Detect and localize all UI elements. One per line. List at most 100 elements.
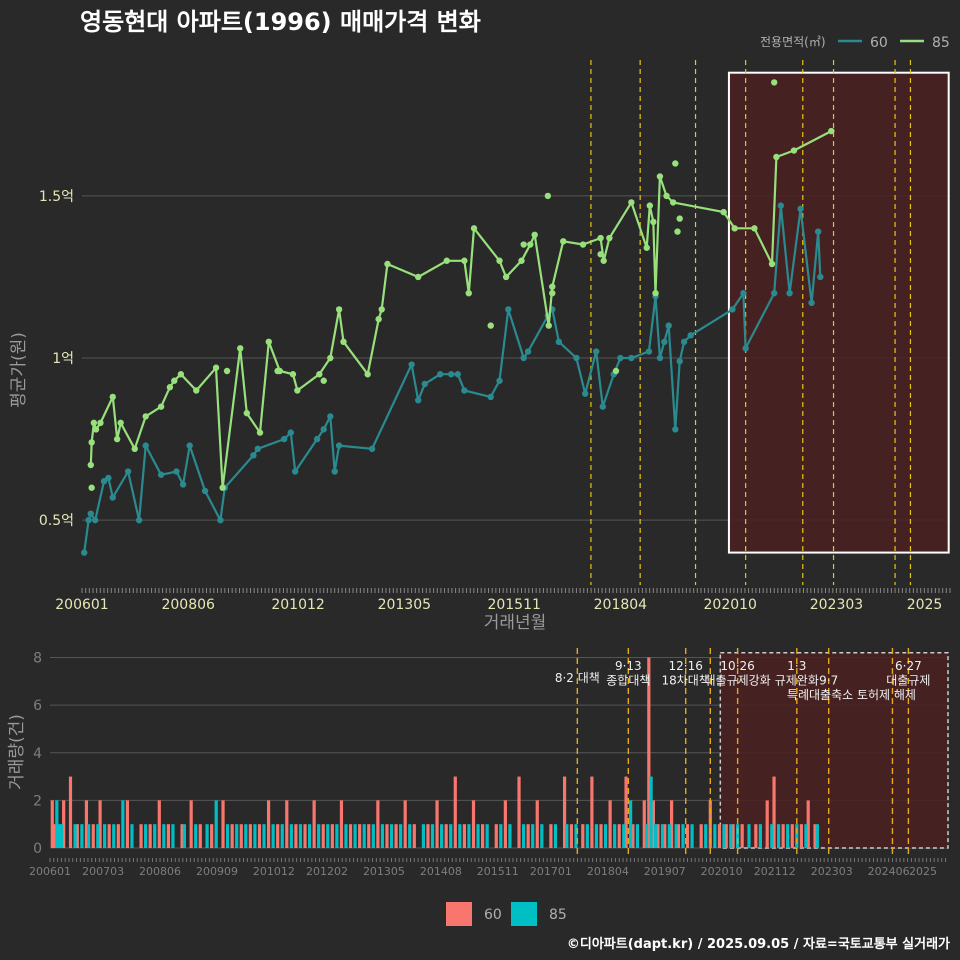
policy-annotation: 10·26 bbox=[720, 659, 754, 673]
price-point-60 bbox=[447, 371, 455, 378]
price-point-85 bbox=[646, 202, 654, 209]
volume-bar-60 bbox=[426, 824, 430, 848]
volume-bar-85 bbox=[244, 824, 248, 848]
price-point-85 bbox=[579, 241, 587, 248]
volume-bar-85 bbox=[553, 824, 558, 848]
volume-bar-60 bbox=[276, 824, 280, 848]
price-point-85 bbox=[597, 234, 604, 242]
volume-bar-60 bbox=[412, 824, 416, 848]
volume-bar-60 bbox=[139, 824, 143, 848]
price-point-85 bbox=[545, 322, 552, 329]
price-point-85 bbox=[384, 260, 391, 268]
policy-annotation: 대출규제 bbox=[886, 673, 930, 687]
volume-bar-85 bbox=[335, 824, 339, 848]
volume-bar-85 bbox=[594, 824, 599, 848]
volume-bar-60 bbox=[239, 824, 243, 848]
price-point-85 bbox=[87, 461, 94, 469]
price-x-tick-label: 201305 bbox=[378, 597, 431, 613]
volume-bar-60 bbox=[685, 824, 690, 848]
volume-bar-85 bbox=[467, 824, 471, 848]
volume-bar-85 bbox=[205, 824, 209, 848]
volume-bar-85 bbox=[112, 824, 116, 848]
policy-annotation: 6·27 bbox=[895, 659, 922, 673]
price-point-85 bbox=[643, 244, 650, 251]
price-point-60 bbox=[555, 338, 563, 346]
volume-legend: 60 85 bbox=[446, 902, 567, 926]
volume-highlight-region bbox=[719, 652, 949, 849]
price-point-60 bbox=[408, 361, 415, 368]
price-highlight-region bbox=[727, 71, 950, 554]
volume-bar-60 bbox=[494, 824, 498, 848]
volume-bar-60 bbox=[312, 800, 316, 848]
price-point-85 bbox=[676, 215, 683, 222]
volume-bar-85 bbox=[289, 824, 293, 848]
volume-bar-60 bbox=[210, 824, 214, 848]
volume-bar-60 bbox=[765, 800, 769, 848]
volume-bar-60 bbox=[562, 776, 567, 848]
volume-bar-85 bbox=[408, 824, 412, 848]
price-point-85 bbox=[109, 393, 116, 401]
volume-bar-60 bbox=[385, 824, 389, 848]
volume-bar-85 bbox=[613, 824, 617, 848]
volume-bar-85 bbox=[635, 824, 640, 848]
volume-bar-85 bbox=[449, 824, 453, 848]
volume-bar-85 bbox=[57, 824, 61, 848]
price-point-60 bbox=[461, 387, 468, 394]
price-point-85 bbox=[212, 364, 220, 371]
volume-bar-85 bbox=[565, 824, 569, 848]
price-point-85 bbox=[237, 345, 244, 352]
volume-bar-60 bbox=[339, 800, 344, 848]
volume-bar-60 bbox=[481, 824, 485, 848]
volume-x-tick-label: 201907 bbox=[644, 865, 686, 878]
price-point-85 bbox=[470, 225, 478, 232]
price-point-60 bbox=[186, 442, 193, 449]
price-point-85 bbox=[549, 283, 556, 290]
volume-bar-85 bbox=[508, 824, 512, 848]
volume-bar-60 bbox=[813, 824, 817, 848]
volume-bar-60 bbox=[631, 824, 635, 848]
volume-bar-60 bbox=[358, 824, 362, 848]
volume-x-tick-label: 201804 bbox=[587, 865, 629, 878]
price-chart: 0.5억 1억 1.5억 200601 200806 201012 201305 201511… bbox=[39, 60, 951, 613]
volume-bar-85 bbox=[690, 824, 694, 848]
price-point-85 bbox=[828, 127, 835, 135]
price-point-60 bbox=[817, 273, 824, 281]
price-point-60 bbox=[109, 494, 116, 501]
volume-x-tick-label: 201202 bbox=[306, 865, 348, 878]
volume-bar-85 bbox=[585, 824, 589, 848]
price-x-tick-label: 2025 bbox=[907, 597, 943, 613]
volume-bar-85 bbox=[344, 824, 348, 848]
price-point-60 bbox=[254, 445, 261, 453]
source-caption: ©디아파트(dapt.kr) / 2025.09.05 / 자료=국토교통부 실… bbox=[567, 936, 950, 952]
volume-bar-85 bbox=[371, 824, 375, 848]
volume-bar-85 bbox=[103, 824, 107, 848]
volume-bar-60 bbox=[708, 800, 712, 848]
volume-bar-60 bbox=[50, 800, 54, 848]
policy-annotation: 9·13 bbox=[615, 659, 642, 673]
volume-bar-60 bbox=[330, 824, 334, 848]
price-x-axis-title: 거래년월 bbox=[484, 613, 547, 633]
volume-bar-60 bbox=[321, 824, 325, 848]
volume-bar-85 bbox=[153, 824, 157, 848]
price-point-60 bbox=[173, 468, 180, 475]
volume-bar-85 bbox=[130, 824, 134, 848]
legend-swatch-bar-60 bbox=[446, 902, 472, 926]
volume-bar-60 bbox=[731, 824, 735, 848]
volume-bar-85 bbox=[59, 824, 63, 848]
price-x-tick-label: 201511 bbox=[487, 597, 540, 613]
legend-label-bar-60: 60 bbox=[484, 907, 502, 923]
price-point-60 bbox=[201, 487, 209, 495]
price-point-85 bbox=[131, 445, 138, 453]
volume-bar-60 bbox=[198, 824, 202, 848]
price-point-60 bbox=[87, 510, 94, 517]
price-point-60 bbox=[645, 348, 653, 355]
volume-bar-85 bbox=[298, 824, 303, 848]
legend-label-60: 60 bbox=[870, 35, 888, 51]
price-x-tick-label: 200806 bbox=[161, 597, 215, 613]
volume-bar-85 bbox=[96, 824, 100, 848]
volume-bar-60 bbox=[772, 776, 776, 848]
volume-bar-85 bbox=[144, 824, 148, 848]
price-point-85 bbox=[92, 426, 100, 433]
price-point-60 bbox=[327, 413, 334, 420]
volume-bar-85 bbox=[704, 824, 708, 848]
